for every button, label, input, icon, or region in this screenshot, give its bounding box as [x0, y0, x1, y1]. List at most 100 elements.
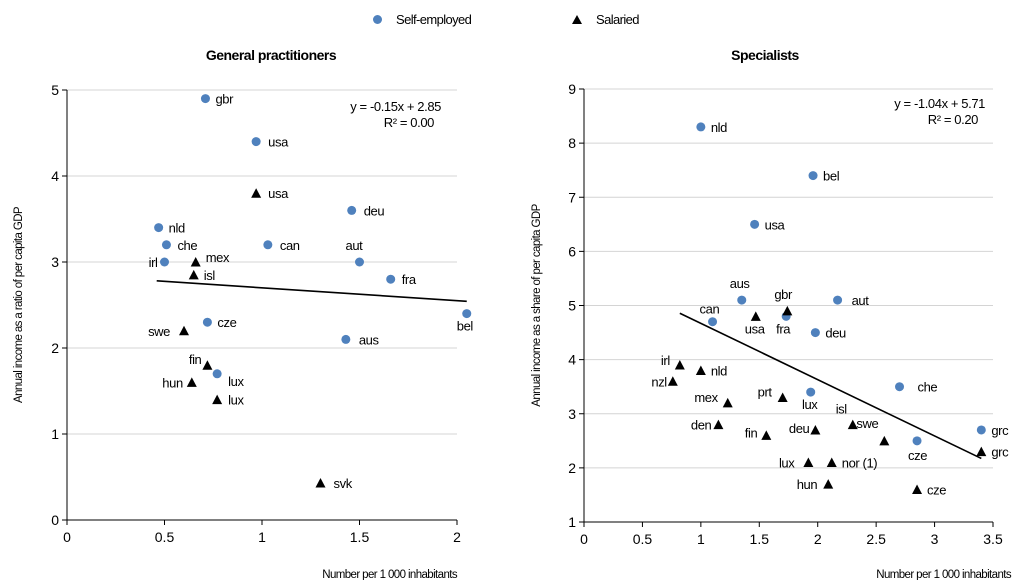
- chart1-trendline: [156, 280, 467, 303]
- chart2-xtick-label-3: 3: [931, 531, 939, 547]
- chart1-self-employed-point-cze: [202, 317, 212, 327]
- chart2-salaried-point-nzl: [667, 376, 678, 386]
- chart2-title: Specialists: [731, 47, 799, 63]
- chart2-self-employed-point-can-label: can: [700, 302, 720, 317]
- chart1-ytick-label-2: 2: [51, 340, 59, 356]
- chart2-ytick-label-8: 8: [568, 135, 576, 151]
- chart1-self-employed-point-cze-label: cze: [217, 315, 236, 330]
- chart1-self-employed-point-che: [161, 240, 171, 250]
- chart2-self-employed-point-usa-label: usa: [765, 217, 786, 232]
- chart1-self-employed-point-lux: [212, 369, 222, 379]
- chart2-salaried-point-den-label: den: [691, 418, 712, 433]
- chart1-self-employed-point-deu-label: deu: [364, 203, 385, 218]
- chart1-self-employed-point-fra: [386, 274, 396, 284]
- chart2-ytick-label-7: 7: [568, 189, 576, 205]
- chart2-ytick-label-3: 3: [568, 406, 576, 422]
- chart2-self-employed-point-bel: [808, 171, 818, 181]
- chart2-salaried-point-swe: [879, 435, 890, 446]
- chart1-self-employed-point-can-label: can: [280, 238, 300, 253]
- chart1-self-employed-point-aus-label: aus: [359, 332, 380, 347]
- chart2-salaried-point-hun-label: hun: [797, 477, 818, 492]
- chart2-salaried-point-fin-label: fin: [745, 425, 758, 440]
- chart1-salaried-point-fin-label: fin: [189, 352, 202, 367]
- chart1-salaried-point-hun-label: hun: [162, 375, 183, 390]
- chart1-xtick-label-0: 0: [63, 529, 71, 545]
- chart2-self-employed-point-fra-label: fra: [776, 321, 791, 336]
- chart2-salaried-point-deu: [810, 424, 821, 435]
- chart2-salaried-point-nor-1-label: nor (1): [842, 455, 878, 470]
- chart2-x-axis-label: Number per 1 000 inhabitants: [876, 569, 1012, 580]
- chart2-y-axis-label: Annual income as a share of per capita G…: [531, 203, 543, 406]
- chart2-salaried-point-usa-label: usa: [745, 321, 766, 336]
- chart1-self-employed-point-gbr-label: gbr: [215, 92, 234, 107]
- chart2-self-employed-point-lux: [806, 387, 816, 397]
- chart1-trend-r2: R² = 0.00: [384, 115, 434, 130]
- chart2-self-employed-point-che-label: che: [918, 380, 938, 395]
- chart1-xtick-label-0-5: 0.5: [155, 529, 175, 545]
- chart2-trend-equation: y = -1.04x + 5.71: [894, 96, 985, 111]
- chart2-salaried-point-irl: [674, 360, 685, 370]
- chart2-salaried-point-hun: [823, 479, 834, 489]
- chart1-self-employed-point-bel-label: bel: [457, 319, 474, 334]
- chart1-ytick-label-3: 3: [51, 254, 59, 270]
- chart2-salaried-point-cze-label: cze: [927, 483, 946, 498]
- chart1-self-employed-point-aut-label: aut: [346, 238, 364, 253]
- chart1-xtick-label-2: 2: [453, 529, 461, 545]
- chart2-self-employed-point-deu: [810, 328, 820, 338]
- chart2-xtick-label-1-5: 1.5: [750, 531, 770, 547]
- chart2-salaried-point-grc: [976, 446, 987, 457]
- chart2-self-employed-point-che: [895, 382, 905, 392]
- chart1-x-axis-label: Number per 1 000 inhabitants: [322, 569, 458, 580]
- chart2-salaried-point-gbr-label: gbr: [774, 287, 793, 302]
- chart1-salaried-point-svk-label: svk: [334, 476, 353, 491]
- chart2-salaried-point-gbr: [782, 305, 793, 316]
- chart2-self-employed-point-aut-label: aut: [852, 293, 870, 308]
- chart1-self-employed-point-bel: [462, 309, 472, 319]
- chart1-salaried-point-swe-label: swe: [148, 324, 170, 339]
- chart2-salaried-point-lux-label: lux: [779, 455, 795, 470]
- chart2-salaried-point-isl: [847, 419, 858, 430]
- chart2-self-employed-point-lux-label: lux: [802, 397, 818, 412]
- salaried-marker-icon: [572, 14, 582, 24]
- chart1-self-employed-point-che-label: che: [177, 238, 197, 253]
- chart1-self-employed-point-nld: [154, 223, 164, 233]
- chart2-self-employed-point-can: [708, 317, 718, 327]
- chart2-salaried-point-mex: [722, 397, 733, 408]
- chart1-self-employed-point-can: [263, 240, 273, 250]
- chart1-xtick-label-1: 1: [258, 529, 266, 545]
- chart2-salaried-point-isl-label: isl: [836, 402, 848, 417]
- chart2-self-employed-point-grc: [976, 425, 986, 435]
- chart2-ytick-label-1: 1: [568, 514, 576, 530]
- chart2-salaried-point-usa: [750, 311, 761, 321]
- chart1-salaried-point-usa: [251, 188, 262, 198]
- chart2-ytick-label-5: 5: [568, 298, 576, 314]
- chart2-salaried-point-nor-1: [826, 457, 837, 467]
- chart1-xtick-label-1-5: 1.5: [350, 529, 370, 545]
- chart2-ytick-label-2: 2: [568, 460, 576, 476]
- chart2-salaried-point-lux: [803, 457, 814, 467]
- chart2-salaried-point-nld-label: nld: [711, 363, 727, 378]
- chart2-salaried-point-swe-label: swe: [856, 416, 878, 431]
- chart1-ytick-label-5: 5: [51, 82, 59, 98]
- chart1-self-employed-point-aut: [355, 257, 364, 267]
- chart2-xtick-label-2: 2: [814, 531, 822, 547]
- chart2-trendline: [679, 312, 982, 460]
- chart2-salaried-point-irl-label: irl: [661, 353, 670, 368]
- chart2-salaried-point-prt-label: prt: [758, 385, 773, 400]
- chart2-salaried-point-fin: [761, 430, 772, 440]
- chart2-self-employed-point-aut: [833, 295, 843, 305]
- chart1-self-employed-point-usa-label: usa: [268, 135, 289, 150]
- chart1-self-employed-point-gbr: [200, 94, 210, 104]
- chart2-xtick-label-0: 0: [580, 531, 588, 547]
- chart2-xtick-label-0-5: 0.5: [633, 531, 653, 547]
- chart1-salaried-point-swe: [179, 325, 189, 336]
- chart2-self-employed-point-deu-label: deu: [825, 326, 846, 341]
- chart2-salaried-point-grc-label: grc: [991, 445, 1009, 460]
- chart1-salaried-point-isl: [188, 269, 199, 280]
- chart1-ytick-label-0: 0: [51, 512, 59, 528]
- chart1-title: General practitioners: [206, 47, 337, 63]
- chart1-salaried-point-hun: [186, 377, 197, 387]
- legend-item-salaried: Salaried: [572, 8, 640, 30]
- chart2-self-employed-point-bel-label: bel: [823, 169, 840, 184]
